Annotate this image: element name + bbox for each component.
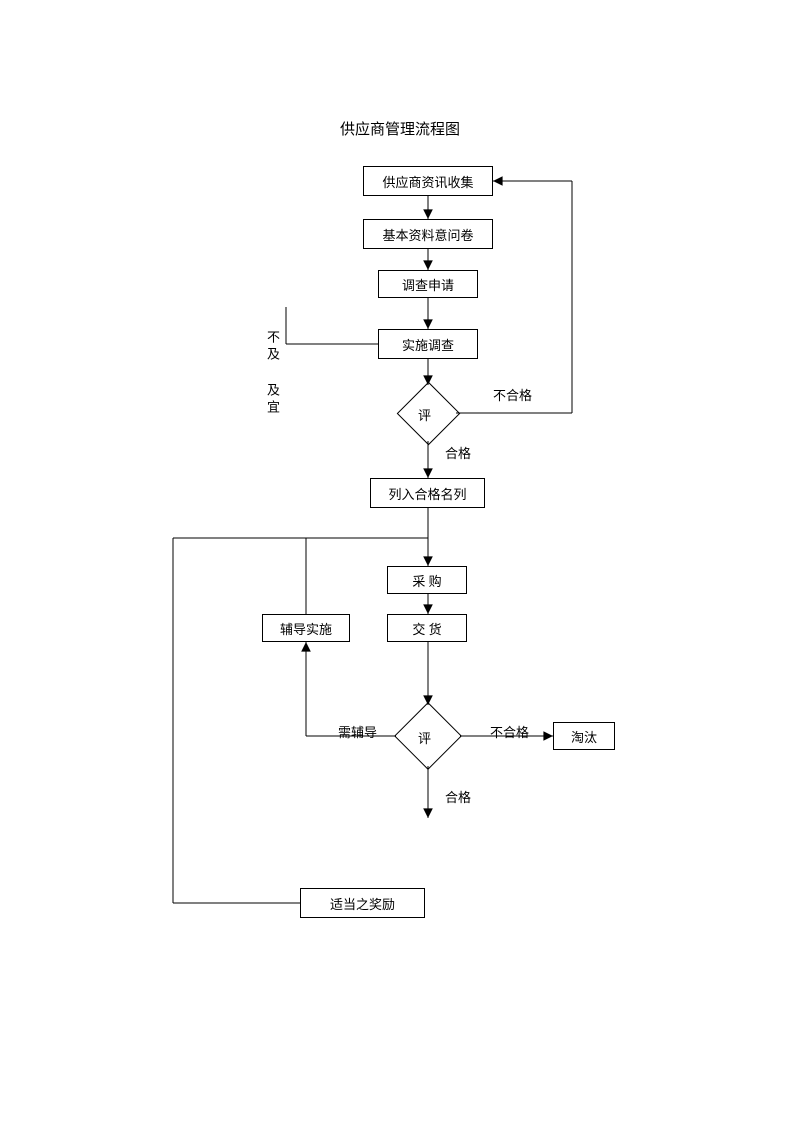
- label-guidance: 需辅导: [338, 722, 377, 741]
- diagram-title: 供应商管理流程图: [0, 118, 800, 139]
- node-collect: 供应商资讯收集: [363, 166, 493, 196]
- node-guidance: 辅导实施: [262, 614, 350, 642]
- label-pass-1: 合格: [445, 443, 471, 462]
- decision-eval-1-label: 评: [418, 405, 431, 424]
- decision-eval-2-label: 评: [418, 728, 431, 747]
- label-vertical: 不及 及宜: [263, 330, 282, 417]
- flowchart-canvas: { "canvas": { "width": 800, "height": 11…: [0, 0, 800, 1132]
- node-apply: 调查申请: [378, 270, 478, 298]
- node-reward: 适当之奖励: [300, 888, 425, 918]
- node-qualified: 列入合格名列: [370, 478, 485, 508]
- node-delivery: 交 货: [387, 614, 467, 642]
- label-fail-1: 不合格: [493, 385, 532, 404]
- label-pass-2: 合格: [445, 787, 471, 806]
- node-eliminate: 淘汰: [553, 722, 615, 750]
- node-investigate: 实施调查: [378, 329, 478, 359]
- node-purchase: 采 购: [387, 566, 467, 594]
- node-questionnaire: 基本资料意问卷: [363, 219, 493, 249]
- label-fail-2: 不合格: [490, 722, 529, 741]
